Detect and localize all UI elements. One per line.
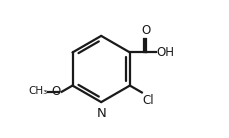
- Text: OH: OH: [156, 46, 174, 59]
- Text: O: O: [52, 85, 61, 98]
- Text: Cl: Cl: [142, 94, 153, 107]
- Text: O: O: [141, 24, 150, 37]
- Text: N: N: [96, 107, 106, 120]
- Text: CH₃: CH₃: [28, 87, 47, 96]
